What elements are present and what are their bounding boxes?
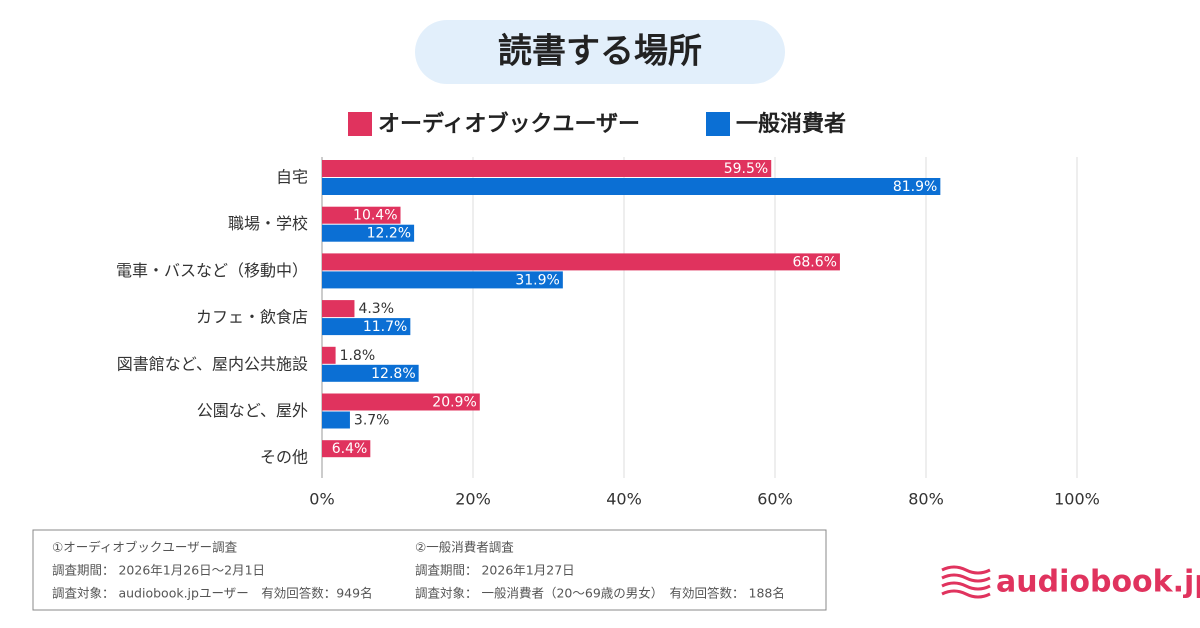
bar: [322, 300, 355, 318]
value-label: 11.7%: [363, 319, 407, 335]
bar: [322, 318, 411, 336]
value-label: 1.8%: [340, 348, 376, 364]
bar: [322, 411, 350, 429]
bar: [322, 393, 480, 411]
value-label: 31.9%: [515, 272, 559, 288]
category-label: 自宅: [276, 168, 308, 187]
value-label: 3.7%: [354, 413, 390, 429]
x-tick-label: 20%: [455, 490, 491, 509]
note: 調査期間： 2026年1月27日: [415, 563, 575, 578]
value-label: 6.4%: [332, 441, 368, 457]
value-label: 59.5%: [724, 161, 768, 177]
x-tick-label: 100%: [1054, 490, 1100, 509]
bar: [322, 271, 563, 289]
x-tick-label: 0%: [309, 490, 334, 509]
notes-box: [32, 529, 827, 611]
logo-icon: [941, 565, 991, 599]
bar: [322, 253, 840, 271]
legend-swatch: [348, 112, 372, 136]
legend-label: 一般消費者: [736, 111, 846, 137]
category-label: その他: [260, 448, 308, 467]
legend-label: オーディオブックユーザー: [378, 111, 640, 137]
note: 調査対象： audiobook.jpユーザー 有効回答数：949名: [52, 586, 373, 601]
title-pill: [415, 20, 785, 84]
note: ①オーディオブックユーザー調査: [52, 540, 238, 555]
value-label: 20.9%: [432, 395, 476, 411]
category-label: 公園など、屋外: [197, 401, 308, 420]
note: ②一般消費者調査: [415, 540, 514, 555]
note: 調査期間： 2026年1月26日〜2月1日: [52, 563, 265, 578]
legend-swatch: [706, 112, 730, 136]
bar: [322, 440, 371, 458]
x-tick-label: 60%: [757, 490, 793, 509]
category-label: 職場・学校: [228, 214, 308, 233]
bar: [322, 364, 419, 382]
x-tick-label: 80%: [908, 490, 944, 509]
category-label: 図書館など、屋内公共施設: [117, 354, 308, 373]
value-label: 12.2%: [367, 226, 411, 242]
bar: [322, 224, 415, 242]
category-label: 電車・バスなど（移動中）: [116, 261, 308, 280]
value-label: 68.6%: [792, 254, 836, 270]
bar: [322, 178, 941, 195]
bar: [322, 206, 401, 224]
x-tick-label: 40%: [606, 490, 642, 509]
bar: [322, 346, 336, 364]
logo: audiobook.jp: [996, 565, 1200, 600]
value-label: 12.8%: [371, 366, 415, 382]
note: 調査対象： 一般消費者（20〜69歳の男女） 有効回答数： 188名: [415, 586, 785, 601]
value-label: 81.9%: [893, 179, 937, 195]
bar: [322, 160, 772, 177]
value-label: 4.3%: [358, 301, 394, 317]
value-label: 10.4%: [353, 208, 397, 224]
chart-title: 読書する場所: [498, 32, 702, 72]
category-label: カフェ・飲食店: [196, 308, 308, 327]
